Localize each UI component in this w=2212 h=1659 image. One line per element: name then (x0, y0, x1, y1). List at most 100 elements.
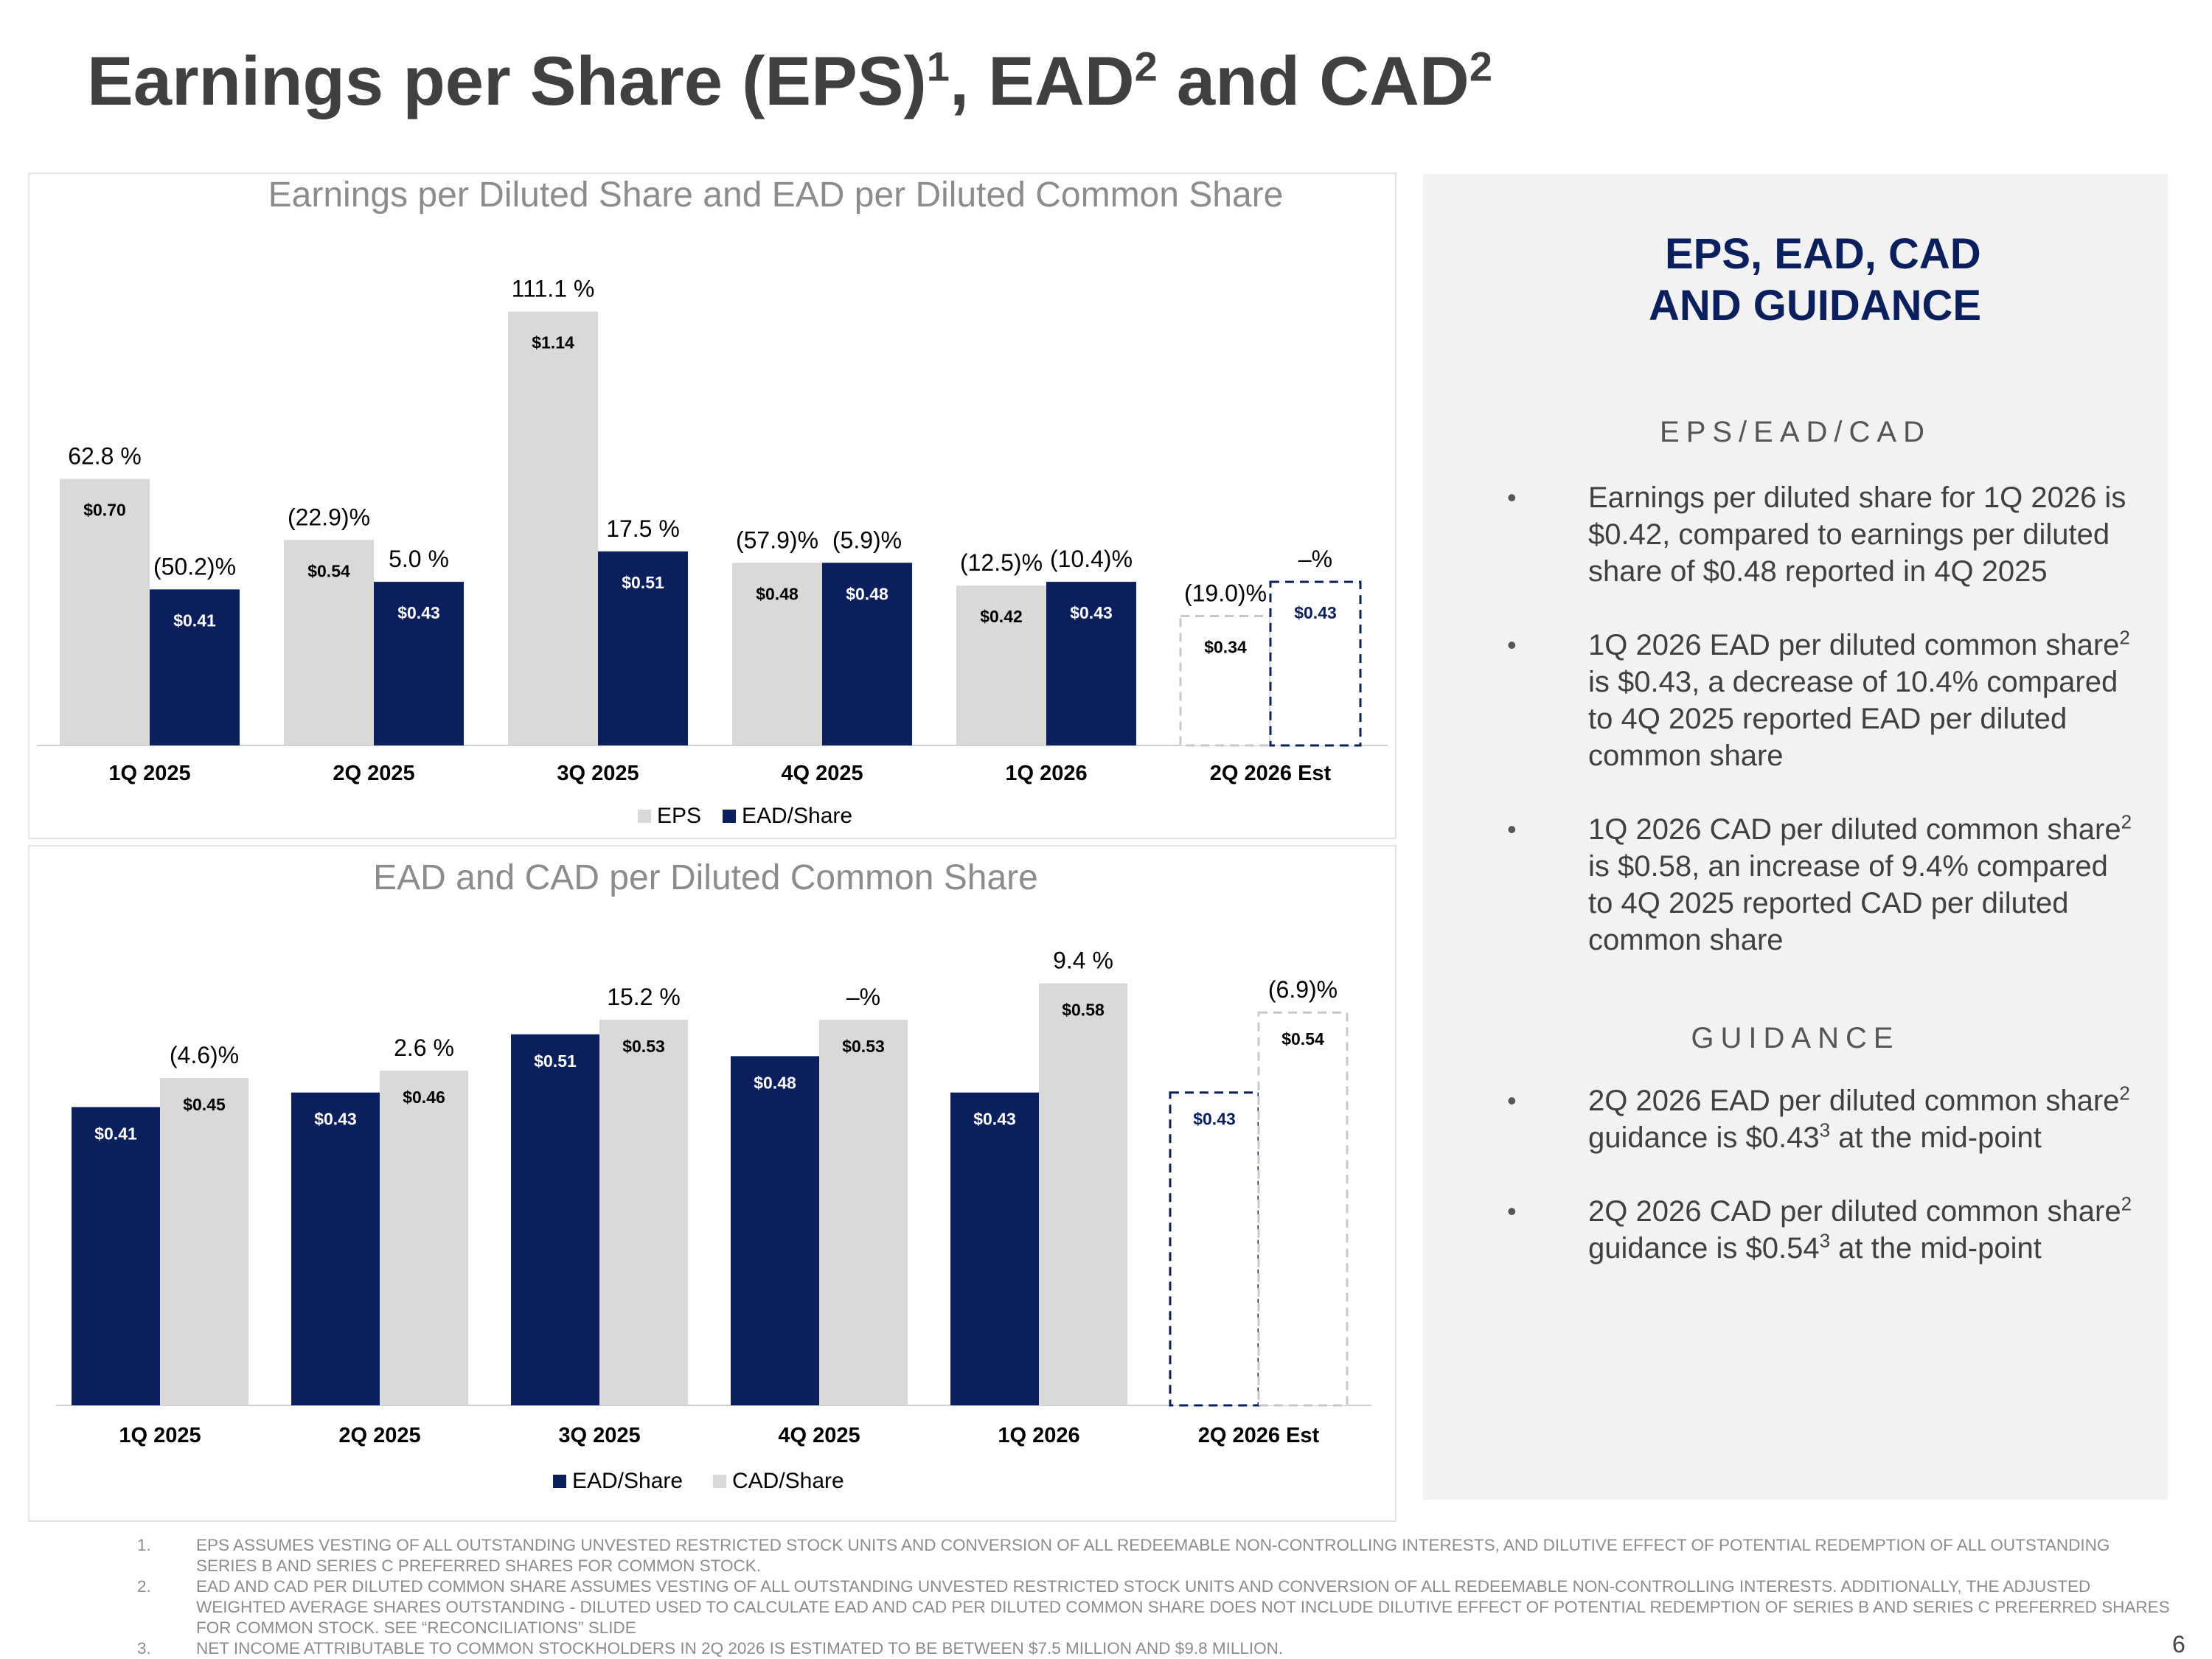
bar-ead-share (598, 551, 688, 745)
data-label: $0.43 (1070, 603, 1113, 622)
x-tick-label: 1Q 2026 (998, 1424, 1079, 1447)
data-label: $0.43 (1294, 603, 1337, 622)
change-label: (10.4)% (1050, 546, 1133, 572)
bar-cad-share (1039, 983, 1127, 1405)
data-label: $0.54 (1281, 1029, 1324, 1048)
chart-title: Earnings per Diluted Share and EAD per D… (268, 175, 1284, 215)
change-label: (22.9)% (288, 504, 370, 530)
bar-cad-share (380, 1071, 468, 1405)
change-label: –% (846, 984, 880, 1010)
bar-ead-share (950, 1092, 1039, 1405)
change-label: (4.6)% (170, 1042, 239, 1068)
x-tick-label: 4Q 2025 (781, 762, 863, 785)
bar-ead-share (291, 1092, 380, 1405)
data-label: $0.53 (622, 1037, 665, 1056)
footnote: 1. EPS ASSUMES VESTING OF ALL OUTSTANDING… (137, 1536, 2110, 1575)
change-label: (12.5)% (960, 549, 1043, 576)
legend-label: CAD/Share (732, 1469, 844, 1493)
change-label: (6.9)% (1268, 976, 1338, 1003)
eps-ead-cad-list: • Earnings per diluted share for 1Q 2026 … (1423, 479, 2168, 995)
page-title: Earnings per Share (EPS)1, EAD2 and CAD2 (87, 42, 1492, 119)
bar-eps (732, 563, 822, 745)
bar-eps (508, 311, 598, 745)
bar-ead-share (72, 1107, 160, 1405)
x-tick-label: 2Q 2025 (333, 762, 414, 785)
footnote: 2. EAD AND CAD PER DILUTED COMMON SHARE A… (137, 1577, 2170, 1637)
section-heading-eps-ead-cad: EPS/EAD/CAD (1660, 416, 1931, 448)
bar-ead-share (374, 582, 464, 745)
bar-ead-share (822, 563, 912, 745)
page-number: 6 (2172, 1631, 2185, 1658)
footnotes: 1. EPS ASSUMES VESTING OF ALL OUTSTANDING… (137, 1535, 2172, 1659)
bar-ead-share (150, 589, 240, 745)
bar-eps (284, 540, 374, 745)
list-item: • 1Q 2026 EAD per diluted common share2 i… (1507, 626, 2130, 772)
legend-label: EAD/Share (572, 1469, 683, 1493)
data-label: $0.43 (1193, 1110, 1236, 1129)
data-label: $0.51 (622, 573, 664, 592)
data-label: $0.54 (307, 561, 350, 580)
data-label: $0.48 (756, 584, 799, 603)
change-label: 9.4 % (1053, 947, 1113, 974)
change-label: 111.1 % (512, 276, 595, 302)
change-label: 62.8 % (68, 443, 142, 470)
data-label: $0.43 (397, 603, 440, 622)
list-item: • Earnings per diluted share for 1Q 2026 … (1507, 481, 2126, 588)
legend-swatch-ead-share (553, 1475, 566, 1488)
change-label: 15.2 % (607, 984, 681, 1010)
data-label: $0.46 (403, 1088, 445, 1107)
list-item: • 2Q 2026 CAD per diluted common share2 g… (1507, 1192, 2132, 1265)
bar-ead-share (1046, 582, 1136, 745)
panel-title: EPS, EAD, CAD AND GUIDANCE (1649, 230, 1982, 330)
data-label: $1.14 (532, 333, 574, 352)
ead-cad-chart-svg: EAD and CAD per Diluted Common Share 1Q 2… (56, 858, 1371, 1493)
x-tick-label: 4Q 2025 (778, 1424, 860, 1447)
eps-ead-chart-svg: Earnings per Diluted Share and EAD per D… (37, 175, 1388, 828)
data-label: $0.53 (842, 1037, 885, 1056)
change-label: (50.2)% (153, 553, 236, 580)
x-tick-label: 3Q 2025 (558, 1424, 640, 1447)
list-item: • 1Q 2026 CAD per diluted common share2 i… (1507, 810, 2132, 956)
bar-ead-share (1269, 580, 1362, 747)
chart-title: EAD and CAD per Diluted Common Share (373, 858, 1038, 897)
change-label: (19.0)% (1184, 580, 1267, 607)
bar-eps (1179, 615, 1272, 747)
data-label: $0.41 (94, 1124, 137, 1143)
change-label: (5.9)% (832, 526, 902, 553)
data-label: $0.34 (1204, 638, 1247, 657)
data-label: $0.41 (173, 611, 216, 630)
bar-eps (60, 479, 150, 745)
change-label: 5.0 % (389, 546, 449, 572)
data-label: $0.48 (846, 584, 888, 603)
legend-label: EPS (657, 804, 701, 828)
legend-swatch-eps (638, 810, 651, 823)
data-label: $0.42 (980, 607, 1023, 626)
legend-label: EAD/Share (742, 804, 852, 828)
x-tick-label: 3Q 2025 (557, 762, 639, 785)
list-item: • 2Q 2026 EAD per diluted common share2 g… (1507, 1082, 2130, 1154)
bar-cad-share (1257, 1011, 1349, 1407)
bar-ead-share (731, 1056, 819, 1405)
section-heading-guidance: GUIDANCE (1691, 1022, 1900, 1054)
change-label: (57.9)% (736, 526, 818, 553)
x-tick-label: 2Q 2025 (338, 1424, 420, 1447)
bar-cad-share (599, 1020, 688, 1405)
change-label: 17.5 % (606, 515, 680, 542)
ead-cad-chart: EAD and CAD per Diluted Common Share 1Q 2… (28, 845, 1397, 1522)
guidance-panel: EPS, EAD, CAD AND GUIDANCE EPS/EAD/CAD •… (1423, 174, 2168, 1500)
x-tick-label: 2Q 2026 Est (1198, 1424, 1320, 1447)
bar-ead-share (1169, 1091, 1260, 1407)
x-tick-label: 1Q 2026 (1005, 762, 1087, 785)
change-label: 2.6 % (394, 1034, 454, 1061)
data-label: $0.45 (183, 1095, 226, 1114)
data-label: $0.58 (1062, 1001, 1105, 1020)
x-tick-label: 1Q 2025 (108, 762, 190, 785)
data-label: $0.43 (314, 1110, 357, 1129)
change-label: –% (1298, 546, 1332, 572)
legend-swatch-cad-share (713, 1475, 726, 1488)
bar-eps (956, 585, 1046, 745)
data-label: $0.48 (754, 1073, 796, 1092)
footnote: 3. NET INCOME ATTRIBUTABLE TO COMMON STOC… (137, 1639, 1284, 1658)
legend-swatch-ead-share (723, 810, 736, 823)
eps-ead-chart: Earnings per Diluted Share and EAD per D… (28, 173, 1397, 839)
